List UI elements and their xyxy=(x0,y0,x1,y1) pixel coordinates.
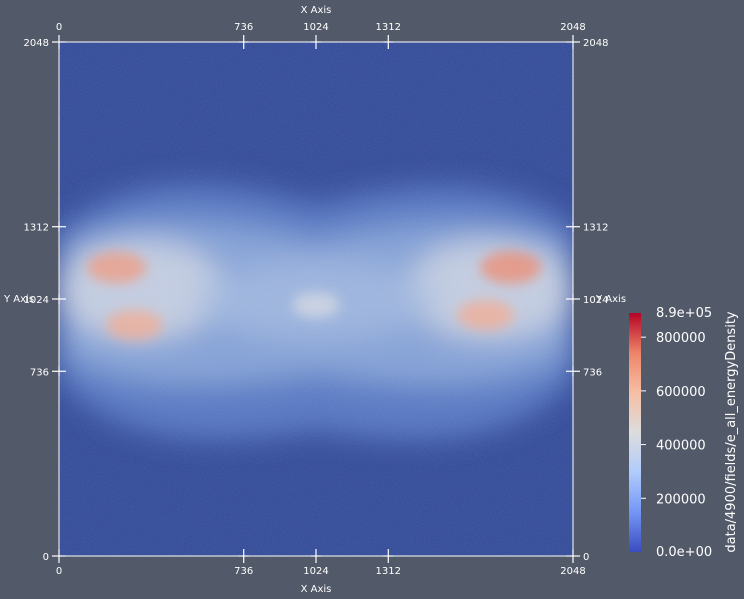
colorbar-gradient xyxy=(629,313,641,552)
x-tick-label-bottom-2048: 2048 xyxy=(560,566,585,577)
colorbar-tick-label-400000: 400000 xyxy=(656,439,706,454)
colorbar-tick-label-200000: 200000 xyxy=(656,492,706,507)
y-tick-label-left-1024: 1024 xyxy=(24,295,49,306)
x-tick-label-top-2048: 2048 xyxy=(560,22,585,33)
colorbar: 200000 400000 600000 800000 8.9e+05 0.0e+00… xyxy=(629,306,739,560)
y-tick-label-right-0: 0 xyxy=(583,552,589,563)
x-tick-label-top-1024: 1024 xyxy=(303,22,328,33)
grain-texture xyxy=(59,42,573,556)
heatmap-field xyxy=(59,42,573,556)
x-tick-label-top-0: 0 xyxy=(56,22,62,33)
x-axis-title-bottom: X Axis xyxy=(301,584,332,595)
y-tick-label-right-1312: 1312 xyxy=(583,223,608,234)
x-tick-label-bottom-736: 736 xyxy=(234,566,253,577)
x-tick-label-bottom-1024: 1024 xyxy=(303,566,328,577)
y-axis-title-right: Y Axis xyxy=(595,294,626,305)
y-tick-label-right-1024: 1024 xyxy=(583,295,608,306)
y-tick-label-left-1312: 1312 xyxy=(24,223,49,234)
y-tick-label-right-2048: 2048 xyxy=(583,38,608,49)
y-tick-label-right-736: 736 xyxy=(583,367,602,378)
x-tick-label-top-1312: 1312 xyxy=(376,22,401,33)
y-tick-label-left-2048: 2048 xyxy=(24,38,49,49)
y-tick-label-left-736: 736 xyxy=(30,367,49,378)
x-tick-label-bottom-1312: 1312 xyxy=(376,566,401,577)
x-tick-label-bottom-0: 0 xyxy=(56,566,62,577)
y-tick-label-left-0: 0 xyxy=(43,552,49,563)
colorbar-tick-label-800000: 800000 xyxy=(656,331,706,346)
colorbar-tick-label-600000: 600000 xyxy=(656,385,706,400)
colorbar-min-label: 0.0e+00 xyxy=(656,545,712,560)
x-tick-label-top-736: 736 xyxy=(234,22,253,33)
x-axis-title-top: X Axis xyxy=(301,5,332,16)
colorbar-title: data/4900/fields/e_all_energyDensity xyxy=(724,311,739,553)
colorbar-max-label: 8.9e+05 xyxy=(656,306,712,321)
colorbar-ticks: 200000 400000 600000 800000 xyxy=(641,331,706,507)
y-axis-title-left: Y Axis xyxy=(3,294,34,305)
